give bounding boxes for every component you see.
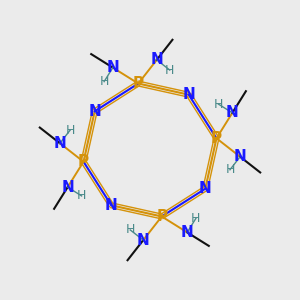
Text: N: N [61,180,74,195]
Text: P: P [133,76,144,91]
Text: N: N [182,87,195,102]
Text: N: N [88,104,101,119]
Text: P: P [156,209,167,224]
Text: H: H [214,98,223,111]
Text: N: N [181,225,194,240]
Text: N: N [199,181,212,196]
Text: H: H [77,189,86,203]
Text: H: H [65,124,75,137]
Text: N: N [137,232,150,247]
Text: N: N [234,149,247,164]
Text: H: H [99,75,109,88]
Text: P: P [211,131,222,146]
Text: H: H [126,224,135,236]
Text: H: H [225,163,235,176]
Text: P: P [78,154,89,169]
Text: H: H [165,64,174,76]
Text: H: H [191,212,201,225]
Text: N: N [226,105,239,120]
Text: N: N [106,60,119,75]
Text: N: N [105,198,118,213]
Text: N: N [150,52,163,68]
Text: N: N [53,136,66,151]
